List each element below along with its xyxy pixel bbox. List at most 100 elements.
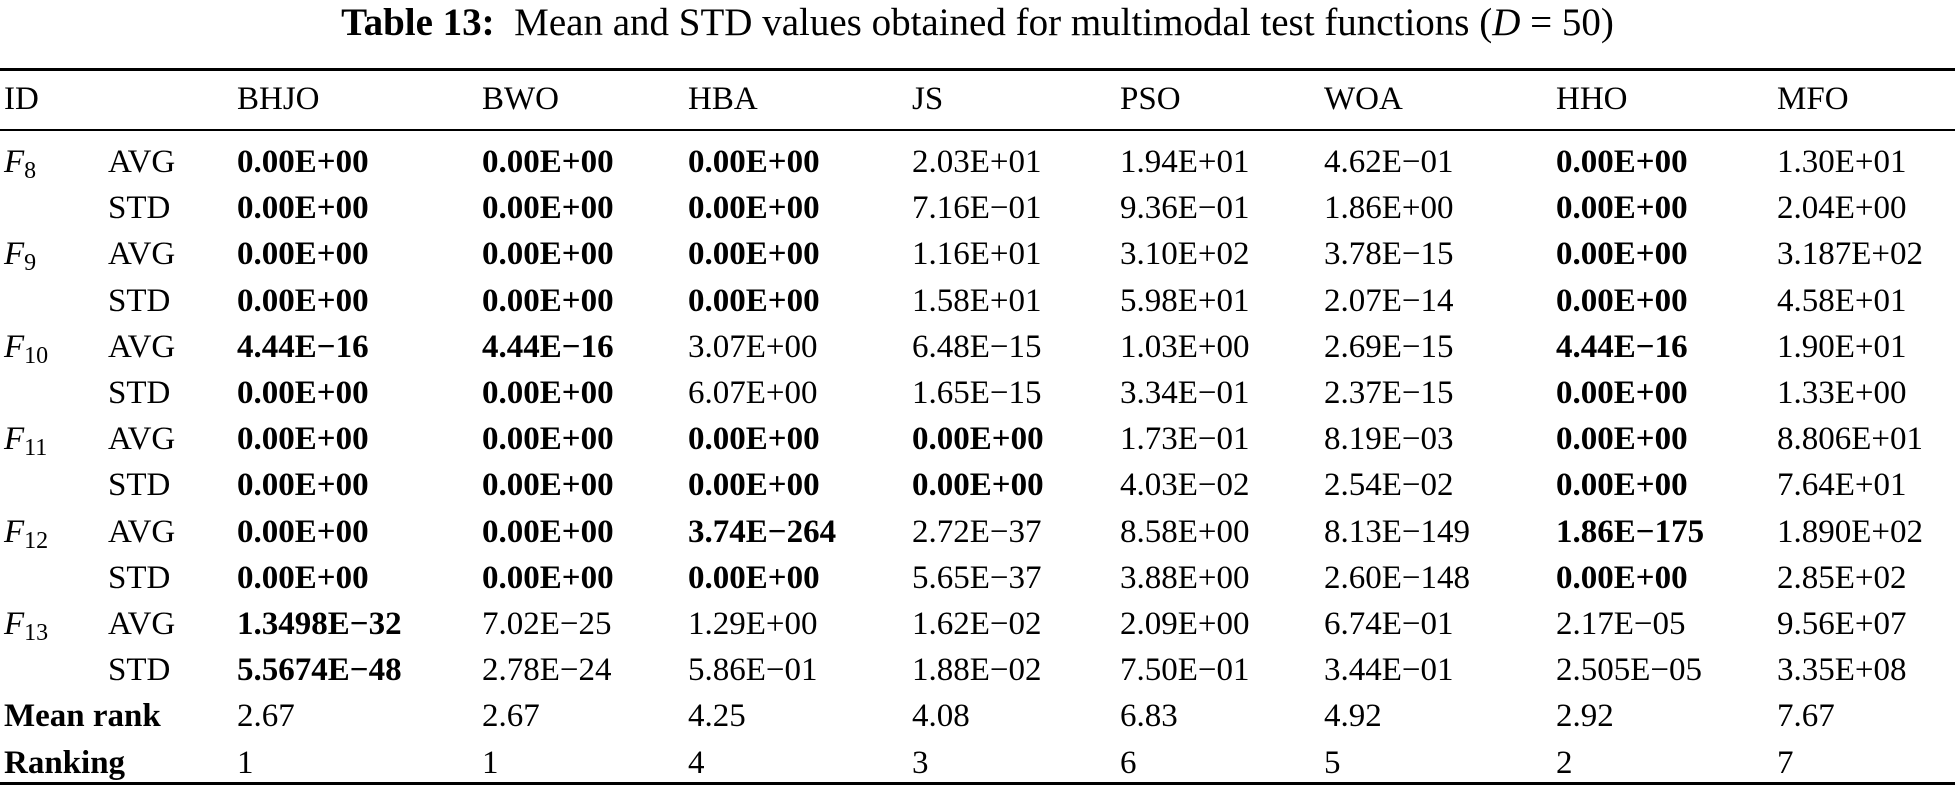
- value-cell-hba: 6.07E+00: [688, 375, 818, 411]
- value-cell-hho: 1.86E−175: [1556, 513, 1705, 550]
- table-row: STD 0.00E+00 0.00E+00 0.00E+00 1.58E+01 5.98E…: [0, 278, 1955, 324]
- stat-label: STD: [108, 375, 171, 411]
- value-cell-pso: 3.34E−01: [1120, 375, 1250, 411]
- value-cell-hba: 0.00E+00: [688, 467, 820, 504]
- value-cell-woa: 3.44E−01: [1324, 652, 1454, 689]
- value-cell-woa: 8.13E−149: [1324, 513, 1471, 550]
- summary-row: Ranking 1 1 4 3 6 5 2 7: [0, 740, 1955, 786]
- function-id: F13: [4, 606, 49, 646]
- value-cell-pso: 1.94E+01: [1120, 144, 1250, 180]
- value-cell-bwo: 0.00E+00: [482, 467, 614, 504]
- value-cell-bhjo: 0.00E+00: [237, 559, 369, 596]
- summary-label: Ranking: [4, 744, 126, 781]
- value-cell-hho: 2.505E−05: [1556, 652, 1703, 689]
- value-cell-bhjo: 0.00E+00: [237, 144, 369, 180]
- value-cell-pso: 1.03E+00: [1120, 328, 1250, 365]
- summary-value-js: 3: [912, 744, 929, 781]
- summary-value-hba: 4: [688, 744, 705, 781]
- value-cell-hho: 4.44E−16: [1556, 328, 1688, 365]
- value-cell-hba: 0.00E+00: [688, 144, 820, 180]
- summary-value-hho: 2.92: [1556, 698, 1614, 735]
- header-algo-bwo: BWO: [482, 81, 559, 117]
- value-cell-js: 1.58E+01: [912, 282, 1042, 319]
- value-cell-woa: 8.19E−03: [1324, 421, 1454, 458]
- value-cell-bhjo: 0.00E+00: [237, 421, 369, 458]
- value-cell-mfo: 4.58E+01: [1777, 282, 1907, 319]
- value-cell-mfo: 1.33E+00: [1777, 375, 1907, 411]
- value-cell-bwo: 4.44E−16: [482, 328, 614, 365]
- stat-label: STD: [108, 190, 171, 227]
- stat-label: AVG: [108, 144, 176, 180]
- header-row: ID BHJO BWO HBA JS PSO WOA HHO MFO: [0, 76, 1955, 122]
- function-id: F10: [4, 328, 49, 369]
- value-cell-mfo: 9.56E+07: [1777, 606, 1907, 642]
- value-cell-js: 0.00E+00: [912, 467, 1044, 504]
- caption-math-rest: = 50): [1520, 1, 1614, 44]
- value-cell-bwo: 2.78E−24: [482, 652, 612, 689]
- value-cell-pso: 3.10E+02: [1120, 236, 1250, 273]
- value-cell-hba: 5.86E−01: [688, 652, 818, 689]
- value-cell-pso: 2.09E+00: [1120, 606, 1250, 642]
- value-cell-mfo: 1.90E+01: [1777, 328, 1907, 365]
- value-cell-mfo: 3.35E+08: [1777, 652, 1907, 689]
- value-cell-hho: 0.00E+00: [1556, 236, 1688, 273]
- summary-value-bwo: 2.67: [482, 698, 540, 735]
- table-row: STD 5.5674E−48 2.78E−24 5.86E−01 1.88E−02 7.5…: [0, 647, 1955, 693]
- summary-value-bhjo: 1: [237, 744, 254, 781]
- value-cell-js: 1.88E−02: [912, 652, 1042, 689]
- value-cell-pso: 9.36E−01: [1120, 190, 1250, 227]
- header-rule: [0, 129, 1955, 131]
- header-algo-pso: PSO: [1120, 81, 1181, 117]
- value-cell-woa: 2.54E−02: [1324, 467, 1454, 504]
- value-cell-bhjo: 1.3498E−32: [237, 606, 402, 642]
- function-id: F8: [4, 144, 37, 184]
- table-row: STD 0.00E+00 0.00E+00 0.00E+00 7.16E−01 9.36E…: [0, 185, 1955, 231]
- value-cell-bwo: 0.00E+00: [482, 282, 614, 319]
- header-algo-js: JS: [912, 81, 944, 117]
- stat-label: AVG: [108, 513, 176, 550]
- value-cell-mfo: 1.890E+02: [1777, 513, 1924, 550]
- summary-value-bwo: 1: [482, 744, 499, 781]
- table-row: F11 AVG 0.00E+00 0.00E+00 0.00E+00 0.00E+00 1.…: [0, 416, 1955, 462]
- function-id: F11: [4, 421, 48, 462]
- value-cell-bhjo: 0.00E+00: [237, 375, 369, 411]
- summary-value-hba: 4.25: [688, 698, 746, 735]
- value-cell-woa: 6.74E−01: [1324, 606, 1454, 642]
- header-algo-woa: WOA: [1324, 81, 1403, 117]
- value-cell-mfo: 7.64E+01: [1777, 467, 1907, 504]
- value-cell-hho: 0.00E+00: [1556, 559, 1688, 596]
- table-row: F9 AVG 0.00E+00 0.00E+00 0.00E+00 1.16E+01 3.1…: [0, 231, 1955, 277]
- value-cell-js: 2.72E−37: [912, 513, 1042, 550]
- stat-label: STD: [108, 282, 171, 319]
- value-cell-bwo: 0.00E+00: [482, 559, 614, 596]
- value-cell-bhjo: 0.00E+00: [237, 467, 369, 504]
- value-cell-hho: 0.00E+00: [1556, 190, 1688, 227]
- value-cell-bwo: 0.00E+00: [482, 190, 614, 227]
- summary-value-bhjo: 2.67: [237, 698, 295, 735]
- value-cell-hho: 0.00E+00: [1556, 144, 1688, 180]
- stat-label: STD: [108, 559, 171, 596]
- value-cell-hho: 0.00E+00: [1556, 421, 1688, 458]
- value-cell-pso: 3.88E+00: [1120, 559, 1250, 596]
- value-cell-hho: 2.17E−05: [1556, 606, 1686, 642]
- value-cell-bhjo: 4.44E−16: [237, 328, 369, 365]
- header-algo-hho: HHO: [1556, 81, 1628, 117]
- caption-label: Table 13:: [341, 1, 495, 44]
- table-row: STD 0.00E+00 0.00E+00 0.00E+00 5.65E−37 3.88E…: [0, 555, 1955, 601]
- value-cell-hba: 3.07E+00: [688, 328, 818, 365]
- header-algo-mfo: MFO: [1777, 81, 1849, 117]
- value-cell-js: 6.48E−15: [912, 328, 1042, 365]
- value-cell-bwo: 7.02E−25: [482, 606, 612, 642]
- value-cell-bwo: 0.00E+00: [482, 513, 614, 550]
- value-cell-hba: 0.00E+00: [688, 190, 820, 227]
- summary-value-mfo: 7.67: [1777, 698, 1835, 735]
- value-cell-hba: 0.00E+00: [688, 559, 820, 596]
- bottom-rule: [0, 782, 1955, 785]
- value-cell-pso: 5.98E+01: [1120, 282, 1250, 319]
- header-algo-bhjo: BHJO: [237, 81, 320, 117]
- value-cell-mfo: 1.30E+01: [1777, 144, 1907, 180]
- value-cell-hho: 0.00E+00: [1556, 282, 1688, 319]
- table-row: F13 AVG 1.3498E−32 7.02E−25 1.29E+00 1.62E−02…: [0, 601, 1955, 647]
- summary-value-woa: 4.92: [1324, 698, 1382, 735]
- stat-label: AVG: [108, 606, 176, 642]
